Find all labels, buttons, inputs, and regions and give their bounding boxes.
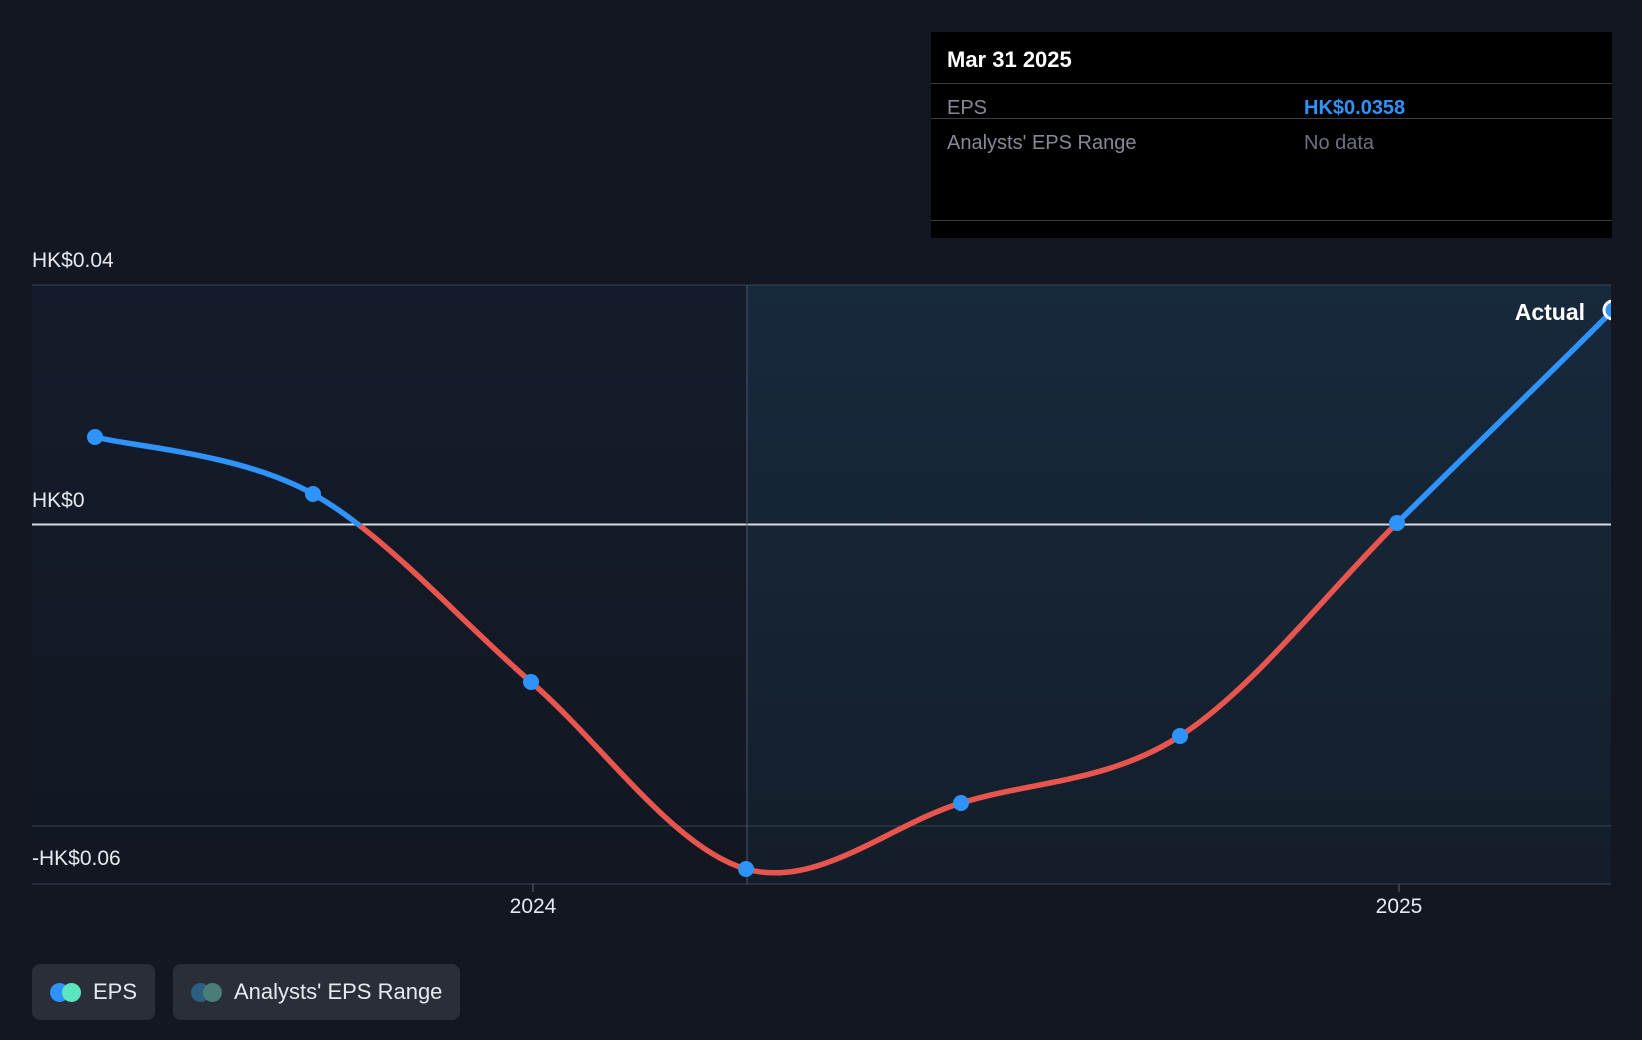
- svg-text:Actual: Actual: [1515, 299, 1585, 325]
